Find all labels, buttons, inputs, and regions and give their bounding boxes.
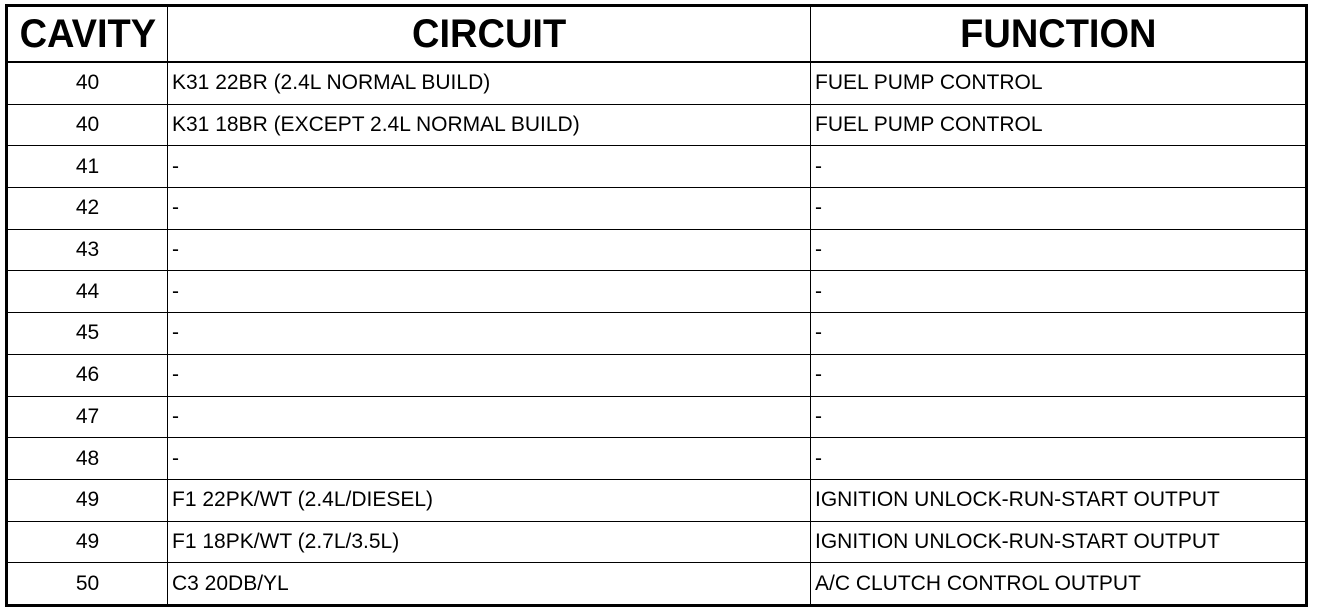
table-row: 41- - [6,145,1307,189]
circuit-cell: - [167,395,811,439]
function-cell: - [810,145,1307,189]
circuit-cell: C3 20DB/YL [167,562,811,606]
cavity-cell: 45 [6,312,168,355]
circuit-cell: K31 18BR (EXCEPT 2.4L NORMAL BUILD) [167,103,811,147]
cavity-cell: 41 [6,145,168,189]
circuit-cell: - [167,228,811,272]
function-cell: - [810,270,1307,314]
function-cell: FUEL PUMP CONTROL [810,61,1307,105]
cavity-cell: 46 [6,353,168,397]
function-cell: A/C CLUTCH CONTROL OUTPUT [810,562,1307,606]
table-row: 45- - [6,312,1307,355]
cavity-cell: 40 [6,103,168,147]
circuit-cell: - [167,270,811,314]
table-row: 49 F1 22PK/WT (2.4L/DIESEL) IGNITION UNLOC… [6,478,1307,522]
header-function-label: FUNCTION [959,12,1157,56]
cavity-cell: 43 [6,228,168,272]
table-row: 43- - [6,228,1307,272]
circuit-cell: - [167,145,811,189]
circuit-cell: - [167,353,811,397]
cavity-cell: 50 [6,562,168,606]
cavity-cell: 48 [6,437,168,480]
header-circuit: CIRCUIT [167,5,811,63]
cavity-cell: 40 [6,61,168,105]
header-circuit-label: CIRCUIT [411,12,567,56]
circuit-cell: - [167,312,811,355]
cavity-cell: 49 [6,520,168,564]
function-cell: - [810,395,1307,439]
circuit-cell: F1 18PK/WT (2.7L/3.5L) [167,520,811,564]
table-row: 48- - [6,437,1307,480]
connector-pinout-table: CAVITY CIRCUIT FUNCTION 40 K31 22BR (2.4L… [5,4,1308,607]
function-cell: - [810,228,1307,272]
circuit-cell: - [167,187,811,230]
function-cell: - [810,187,1307,230]
circuit-cell: K31 22BR (2.4L NORMAL BUILD) [167,61,811,105]
table-row: 40 K31 22BR (2.4L NORMAL BUILD) FUEL PUMP … [6,61,1307,105]
table-row: 49 F1 18PK/WT (2.7L/3.5L) IGNITION UNLOCK-… [6,520,1307,564]
function-cell: - [810,312,1307,355]
table-row: 44- - [6,270,1307,314]
cavity-cell: 47 [6,395,168,439]
header-function: FUNCTION [810,5,1307,63]
circuit-cell: - [167,437,811,480]
circuit-cell: F1 22PK/WT (2.4L/DIESEL) [167,478,811,522]
function-cell: - [810,353,1307,397]
function-cell: FUEL PUMP CONTROL [810,103,1307,147]
cavity-cell: 42 [6,187,168,230]
table-row: 47- - [6,395,1307,439]
table-row: 50 C3 20DB/YL A/C CLUTCH CONTROL OUTPUT [6,562,1307,606]
function-cell: IGNITION UNLOCK-RUN-START OUTPUT [810,478,1307,522]
cavity-cell: 44 [6,270,168,314]
table-row: 46- - [6,353,1307,397]
header-cavity-label: CAVITY [19,12,156,56]
table-row: 42- - [6,187,1307,230]
function-cell: IGNITION UNLOCK-RUN-START OUTPUT [810,520,1307,564]
table-row: 40 K31 18BR (EXCEPT 2.4L NORMAL BUILD) FUE… [6,103,1307,147]
header-cavity: CAVITY [6,5,168,63]
header-row: CAVITY CIRCUIT FUNCTION [6,5,1307,63]
cavity-cell: 49 [6,478,168,522]
function-cell: - [810,437,1307,480]
